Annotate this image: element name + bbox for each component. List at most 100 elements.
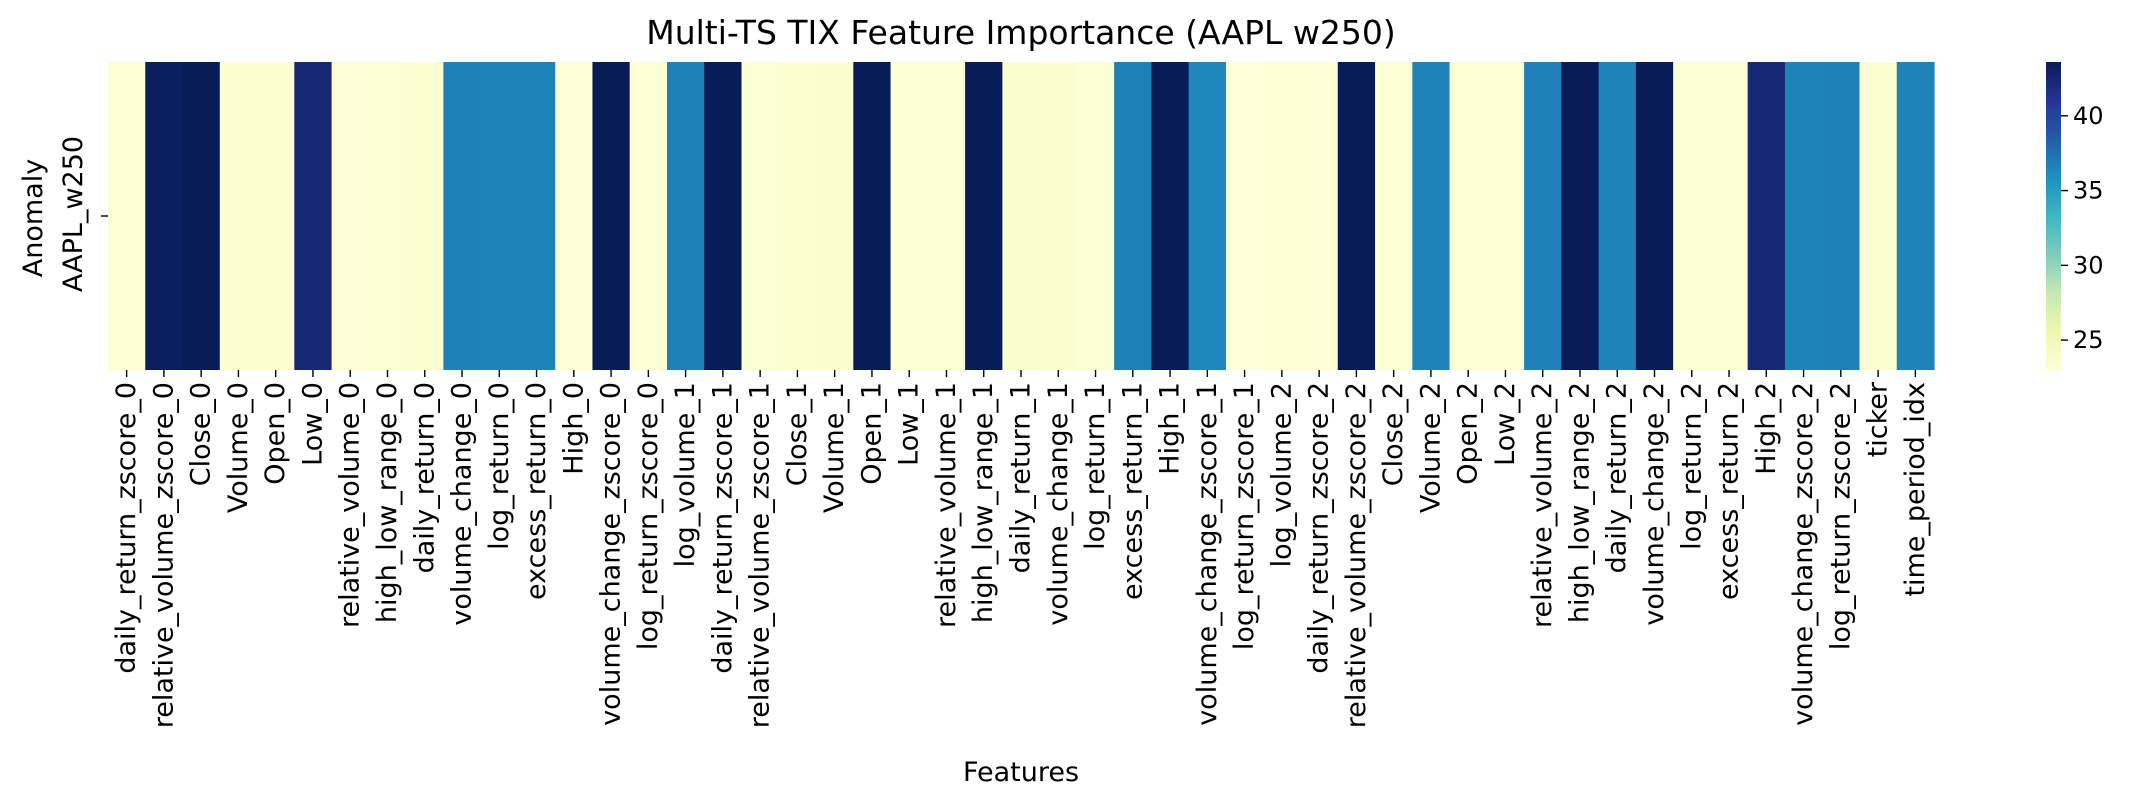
heatmap-cell — [1114, 62, 1153, 370]
colorbar-segment — [2046, 164, 2061, 168]
colorbar-segment — [2046, 113, 2061, 117]
colorbar-segment — [2046, 79, 2061, 84]
x-tick-label: volume_change_2 — [1639, 382, 1670, 626]
colorbar-segment — [2046, 272, 2061, 276]
x-tick-label: Close_0 — [186, 382, 217, 486]
colorbar-segment — [2046, 95, 2061, 99]
colorbar-segment — [2046, 156, 2061, 161]
colorbar-tick-label: 25 — [2073, 326, 2104, 354]
colorbar-segment — [2046, 187, 2061, 191]
x-tick-label: relative_volume_0 — [335, 382, 366, 628]
colorbar-segment — [2046, 267, 2061, 271]
colorbar-segment — [2046, 64, 2061, 68]
heatmap-cell — [704, 62, 743, 370]
colorbar-segment — [2046, 249, 2061, 253]
colorbar-segment — [2046, 108, 2061, 112]
colorbar-segment — [2046, 169, 2061, 173]
colorbar-segment — [2046, 308, 2061, 312]
heatmap-cell — [666, 62, 705, 370]
x-tick-label: Close_2 — [1378, 382, 1409, 486]
colorbar-segment — [2046, 285, 2061, 289]
x-tick-label: relative_volume_zscore_2 — [1341, 382, 1372, 728]
heatmap-cell — [1151, 62, 1190, 370]
colorbar-segment — [2046, 354, 2061, 358]
colorbar-segment — [2046, 357, 2061, 361]
colorbar-segment — [2046, 341, 2061, 345]
x-tick-label: relative_volume_zscore_0 — [148, 382, 179, 728]
colorbar-segment — [2046, 226, 2061, 230]
colorbar-segment — [2046, 316, 2061, 320]
colorbar-segment — [2046, 223, 2061, 227]
colorbar-segment — [2046, 313, 2061, 317]
heatmap-cell — [1300, 62, 1339, 370]
colorbar-segment — [2046, 298, 2061, 302]
heatmap-cell — [1486, 62, 1525, 370]
colorbar-segment — [2046, 198, 2061, 202]
colorbar-segment — [2046, 246, 2061, 250]
colorbar-segment — [2046, 205, 2061, 209]
colorbar-segment — [2046, 262, 2061, 266]
heatmap-cell — [1822, 62, 1861, 370]
colorbar-segment — [2046, 110, 2061, 114]
colorbar-segment — [2046, 126, 2061, 130]
colorbar-segment — [2046, 131, 2061, 135]
heatmap-cell — [1784, 62, 1823, 370]
heatmap-cell — [145, 62, 184, 370]
colorbar-segment — [2046, 326, 2061, 330]
heatmap-cell — [1225, 62, 1264, 370]
x-tick-label: Low_1 — [894, 382, 925, 466]
colorbar-segment — [2046, 254, 2061, 258]
colorbar-segment — [2046, 177, 2061, 181]
heatmap-cell — [592, 62, 631, 370]
colorbar-segment — [2046, 149, 2061, 153]
colorbar-segment — [2046, 87, 2061, 91]
heatmap-cells — [108, 62, 1935, 370]
colorbar-segment — [2046, 257, 2061, 261]
heatmap-cell — [1598, 62, 1637, 370]
x-tick-label: daily_return_1 — [1006, 382, 1037, 573]
colorbar-segment — [2046, 334, 2061, 338]
x-tick-label: log_return_0 — [484, 382, 515, 550]
x-tick-label: daily_return_zscore_1 — [707, 382, 738, 674]
heatmap-cell — [778, 62, 817, 370]
heatmap-cell — [1524, 62, 1562, 370]
x-tick-label: log_return_1 — [1080, 382, 1111, 550]
x-tick-label: log_volume_2 — [1266, 382, 1297, 567]
x-tick-label: relative_volume_1 — [931, 382, 962, 628]
x-tick-label: log_volume_1 — [670, 382, 701, 567]
colorbar-segment — [2046, 115, 2061, 120]
chart-title: Multi-TS TIX Feature Importance (AAPL w2… — [646, 13, 1395, 52]
colorbar-segment — [2046, 239, 2061, 243]
colorbar-tick-label: 30 — [2073, 251, 2104, 279]
heatmap-cell — [517, 62, 556, 370]
x-tick-label: high_low_range_0 — [372, 382, 403, 623]
colorbar-segment — [2046, 141, 2061, 145]
colorbar-segment — [2046, 74, 2061, 78]
colorbar-segment — [2046, 367, 2061, 371]
colorbar-segment — [2046, 251, 2061, 256]
colorbar-segment — [2046, 228, 2061, 232]
heatmap-cell — [294, 62, 333, 370]
colorbar-segment — [2046, 121, 2061, 125]
heatmap-cell — [1635, 62, 1674, 370]
colorbar-segment — [2046, 328, 2061, 333]
heatmap-cell — [1449, 62, 1488, 370]
x-tick-label: excess_return_2 — [1714, 382, 1745, 600]
colorbar-segment — [2046, 233, 2061, 238]
x-tick-label: excess_return_1 — [1117, 382, 1148, 600]
x-tick-label: log_return_2 — [1676, 382, 1707, 550]
colorbar-segment — [2046, 92, 2061, 96]
colorbar-segment — [2046, 244, 2061, 248]
heatmap-cell — [443, 62, 482, 370]
x-tick-label: daily_return_2 — [1602, 382, 1633, 573]
colorbar-segment — [2046, 339, 2061, 343]
x-tick-label: Open_1 — [856, 382, 887, 485]
colorbar-segment — [2046, 77, 2061, 81]
colorbar-segment — [2046, 218, 2061, 222]
colorbar-segment — [2046, 154, 2061, 158]
colorbar-segment — [2046, 290, 2061, 294]
colorbar-segment — [2046, 310, 2061, 315]
x-tick-label: volume_change_zscore_0 — [596, 382, 627, 726]
colorbar-segment — [2046, 259, 2061, 263]
